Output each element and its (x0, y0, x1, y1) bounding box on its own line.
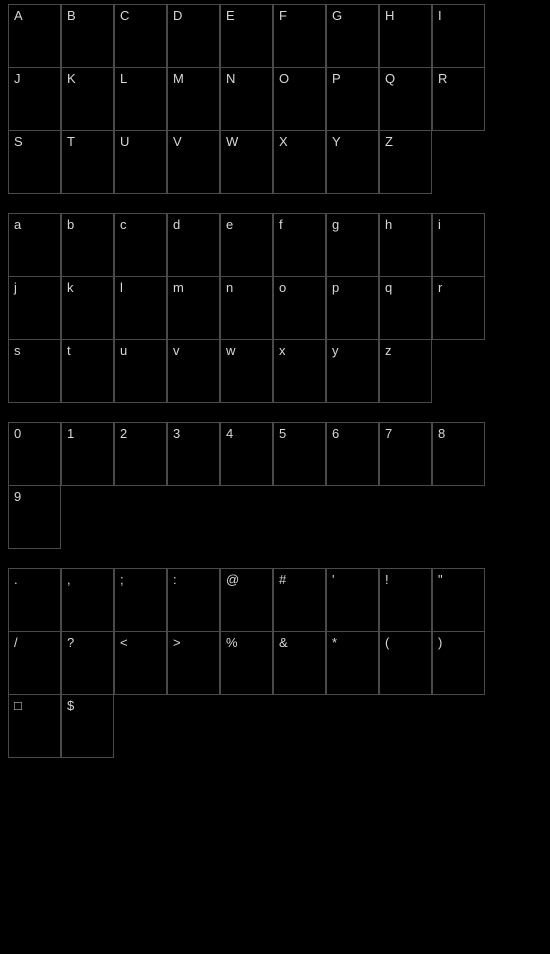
glyph-cell: Y (326, 130, 379, 194)
glyph-cell: 8 (432, 422, 485, 486)
glyph-cell: $ (61, 694, 114, 758)
glyph-cell: t (61, 339, 114, 403)
glyph-cell: 3 (167, 422, 220, 486)
glyph-cell: q (379, 276, 432, 340)
glyph-cell: h (379, 213, 432, 277)
glyph-cell: < (114, 631, 167, 695)
glyph-cell: Q (379, 67, 432, 131)
glyph-cell: 5 (273, 422, 326, 486)
glyph-cell: P (326, 67, 379, 131)
glyph-cell: 9 (8, 485, 61, 549)
glyph-cell: l (114, 276, 167, 340)
glyph-cell: 1 (61, 422, 114, 486)
symbols-grid: .,;:@#'!" /?<>%&*() □$ (8, 568, 550, 757)
glyph-cell: ) (432, 631, 485, 695)
glyph-cell: V (167, 130, 220, 194)
glyph-cell: b (61, 213, 114, 277)
glyph-cell: m (167, 276, 220, 340)
glyph-cell: ; (114, 568, 167, 632)
glyph-cell: M (167, 67, 220, 131)
glyph-cell: H (379, 4, 432, 68)
glyph-cell: S (8, 130, 61, 194)
glyph-cell: n (220, 276, 273, 340)
glyph-cell: L (114, 67, 167, 131)
glyph-cell: ' (326, 568, 379, 632)
glyph-cell: e (220, 213, 273, 277)
glyph-cell: T (61, 130, 114, 194)
uppercase-grid: ABCDEFGHI JKLMNOPQR STUVWXYZ (8, 4, 550, 193)
glyph-cell: 4 (220, 422, 273, 486)
glyph-cell: 2 (114, 422, 167, 486)
glyph-cell: I (432, 4, 485, 68)
glyph-cell: x (273, 339, 326, 403)
glyph-cell: > (167, 631, 220, 695)
glyph-cell: 6 (326, 422, 379, 486)
glyph-cell: * (326, 631, 379, 695)
glyph-cell: / (8, 631, 61, 695)
glyph-cell: F (273, 4, 326, 68)
glyph-cell: A (8, 4, 61, 68)
glyph-cell: " (432, 568, 485, 632)
glyph-cell: X (273, 130, 326, 194)
glyph-cell: z (379, 339, 432, 403)
glyph-cell: 0 (8, 422, 61, 486)
glyph-cell: u (114, 339, 167, 403)
glyph-cell: . (8, 568, 61, 632)
glyph-cell: j (8, 276, 61, 340)
glyph-cell: R (432, 67, 485, 131)
glyph-cell: w (220, 339, 273, 403)
glyph-cell: 7 (379, 422, 432, 486)
glyph-cell: O (273, 67, 326, 131)
glyph-cell: , (61, 568, 114, 632)
glyph-cell: f (273, 213, 326, 277)
glyph-cell: U (114, 130, 167, 194)
glyph-cell: E (220, 4, 273, 68)
glyph-cell: G (326, 4, 379, 68)
glyph-cell: i (432, 213, 485, 277)
glyph-cell: a (8, 213, 61, 277)
glyph-cell: c (114, 213, 167, 277)
glyph-cell: % (220, 631, 273, 695)
glyph-cell: o (273, 276, 326, 340)
glyph-cell: N (220, 67, 273, 131)
glyph-cell: □ (8, 694, 61, 758)
glyph-cell: D (167, 4, 220, 68)
glyph-cell: g (326, 213, 379, 277)
glyph-cell: W (220, 130, 273, 194)
digits-grid: 012345678 9 (8, 422, 550, 548)
glyph-cell: & (273, 631, 326, 695)
glyph-cell: Z (379, 130, 432, 194)
glyph-cell: C (114, 4, 167, 68)
glyph-cell: r (432, 276, 485, 340)
glyph-cell: : (167, 568, 220, 632)
glyph-cell: p (326, 276, 379, 340)
glyph-cell: @ (220, 568, 273, 632)
glyph-cell: B (61, 4, 114, 68)
glyph-cell: # (273, 568, 326, 632)
glyph-cell: s (8, 339, 61, 403)
lowercase-grid: abcdefghi jklmnopqr stuvwxyz (8, 213, 550, 402)
glyph-cell: ? (61, 631, 114, 695)
glyph-cell: ( (379, 631, 432, 695)
glyph-cell: ! (379, 568, 432, 632)
glyph-cell: d (167, 213, 220, 277)
glyph-cell: K (61, 67, 114, 131)
glyph-cell: y (326, 339, 379, 403)
glyph-cell: v (167, 339, 220, 403)
glyph-cell: J (8, 67, 61, 131)
glyph-cell: k (61, 276, 114, 340)
